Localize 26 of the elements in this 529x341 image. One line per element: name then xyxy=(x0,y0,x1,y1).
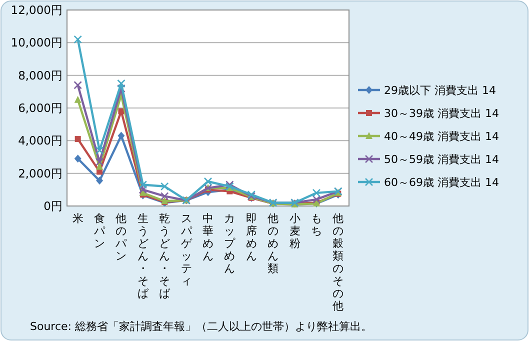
x-tick-label: 食パン xyxy=(93,212,106,250)
x-tick-label: 米 xyxy=(72,212,84,225)
y-tick-label: 4,000円 xyxy=(18,134,63,148)
y-tick-label: 0円 xyxy=(44,199,63,213)
x-tick-label: スパゲッティ xyxy=(180,212,193,288)
x-tick-label: 他のパン xyxy=(114,212,128,262)
x-tick-label: 他の穀類のその他 xyxy=(332,212,344,312)
x-tick-label: 即席めん xyxy=(246,212,257,262)
x-tick-label: 他のめん類 xyxy=(268,212,279,275)
x-tick-label: 中華めん xyxy=(202,212,214,262)
y-tick-label: 12,000円 xyxy=(10,3,63,17)
legend-label: 50～59歳 消費支出 14 xyxy=(384,153,499,166)
x-tick-label: カップめん xyxy=(224,212,236,275)
y-tick-label: 6,000円 xyxy=(18,101,63,115)
legend-label: 30～39歳 消費支出 14 xyxy=(384,107,499,120)
x-tick-label: 乾うどん・そば xyxy=(159,212,172,300)
x-tick-label: 生うどん・そば xyxy=(137,212,150,300)
legend-label: 40～49歳 消費支出 14 xyxy=(384,130,499,143)
source-note: Source: 総務省「家計調査年報」（二人以上の世帯）より弊社算出。 xyxy=(30,320,372,333)
x-tick-label: もち xyxy=(310,212,322,238)
legend-label: 29歳以下 消費支出 14 xyxy=(384,84,496,97)
legend-label: 60～69歳 消費支出 14 xyxy=(384,176,499,189)
y-tick-label: 8,000円 xyxy=(18,68,63,82)
x-tick-label: 小麦粉 xyxy=(289,212,300,250)
y-tick-label: 10,000円 xyxy=(10,36,63,50)
y-tick-label: 2,000円 xyxy=(18,166,63,180)
